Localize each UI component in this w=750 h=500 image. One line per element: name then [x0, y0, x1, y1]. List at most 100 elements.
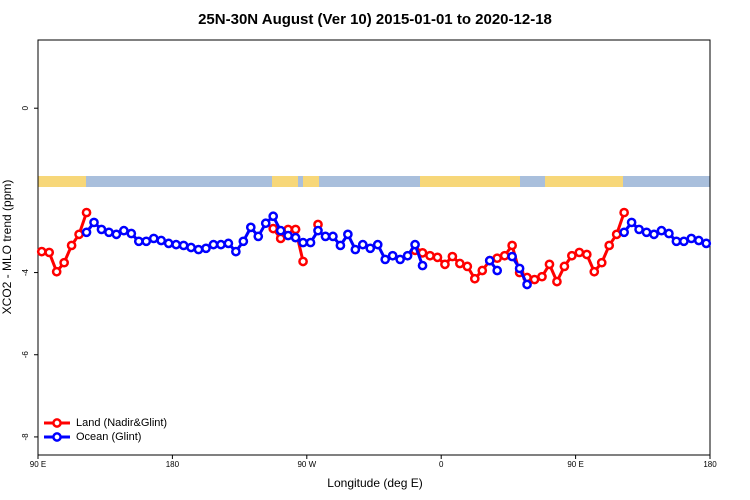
data-point: [51, 266, 62, 277]
data-point: [440, 259, 450, 270]
data-point: [567, 250, 577, 261]
x-tick-label: 0: [439, 460, 444, 469]
data-point: [544, 259, 555, 270]
data-point: [133, 236, 144, 247]
data-point: [216, 239, 226, 250]
legend-label: Land (Nadir&Glint): [76, 417, 167, 429]
data-point: [96, 224, 107, 235]
data-point: [462, 261, 473, 272]
land-band: [38, 176, 86, 187]
data-point: [664, 228, 674, 239]
land-band: [272, 176, 298, 187]
data-point: [201, 243, 211, 254]
land-ocean-band: [38, 176, 710, 187]
y-tick-label: -6: [21, 351, 30, 359]
data-point: [119, 225, 129, 236]
data-point: [574, 247, 585, 258]
data-point: [410, 239, 420, 250]
data-point: [275, 233, 286, 244]
data-point: [559, 261, 570, 272]
data-point: [596, 257, 607, 268]
y-tick-label: -8: [21, 433, 30, 441]
data-point: [193, 244, 204, 255]
data-point: [417, 260, 428, 271]
y-tick-label: -4: [21, 268, 30, 276]
legend-marker: [52, 418, 62, 428]
data-point: [425, 250, 435, 261]
data-point: [619, 207, 629, 218]
data-point: [634, 224, 644, 235]
x-axis-label: Longitude (deg E): [327, 476, 422, 490]
data-point: [186, 242, 196, 253]
x-tick-label: 90 W: [297, 460, 316, 469]
data-point: [283, 230, 293, 241]
data-point: [492, 265, 503, 276]
data-point: [611, 229, 622, 240]
series-line: [85, 213, 707, 286]
data-point: [469, 273, 480, 284]
data-point: [679, 236, 689, 247]
land-band: [303, 176, 319, 187]
data-point: [581, 249, 592, 260]
y-tick-label: 0: [21, 105, 30, 110]
data-point: [36, 246, 47, 257]
data-point: [298, 256, 308, 267]
data-point: [268, 223, 279, 234]
legend-marker: [52, 432, 62, 442]
data-point: [89, 217, 99, 228]
data-point: [275, 225, 286, 236]
data-point: [245, 222, 256, 233]
data-point: [141, 236, 152, 247]
plot-frame: [37, 39, 711, 456]
data-point: [253, 231, 264, 242]
data-point: [81, 227, 92, 238]
data-point: [499, 250, 510, 261]
x-tick-label: 90 E: [30, 460, 46, 469]
data-point: [328, 231, 338, 242]
ocean-band: [38, 176, 710, 187]
data-point: [335, 240, 346, 251]
data-point: [111, 229, 122, 240]
data-point: [372, 239, 383, 250]
data-point: [649, 229, 659, 240]
data-point: [380, 254, 391, 265]
x-tick-label: 180: [166, 460, 180, 469]
data-point: [455, 258, 465, 269]
data-point: [402, 250, 413, 261]
series-line: [41, 212, 626, 286]
data-point: [208, 239, 219, 250]
land-band: [545, 176, 623, 187]
data-point: [260, 218, 271, 229]
data-point: [223, 238, 234, 249]
data-point: [290, 232, 301, 243]
data-point: [626, 217, 637, 228]
data-point: [238, 236, 249, 247]
land-band: [420, 176, 520, 187]
data-point: [686, 233, 697, 244]
data-point: [126, 228, 137, 239]
data-point: [484, 255, 495, 266]
data-point: [148, 233, 159, 244]
data-point: [507, 251, 517, 262]
x-tick-label: 90 E: [567, 460, 583, 469]
data-point: [66, 240, 77, 251]
data-point: [365, 243, 376, 254]
data-point: [507, 240, 517, 251]
data-point: [671, 236, 682, 247]
data-point: [522, 279, 532, 290]
data-point: [320, 231, 331, 242]
data-point: [387, 250, 398, 261]
data-point: [604, 240, 615, 251]
data-point: [701, 238, 712, 249]
data-point: [537, 271, 547, 282]
legend-label: Ocean (Glint): [76, 431, 141, 443]
data-point: [529, 274, 540, 285]
data-point: [619, 227, 629, 238]
data-point: [343, 229, 353, 240]
data-point: [156, 235, 167, 246]
data-point: [81, 207, 92, 218]
data-point: [305, 237, 316, 248]
data-point: [492, 253, 503, 264]
data-point: [432, 252, 443, 263]
